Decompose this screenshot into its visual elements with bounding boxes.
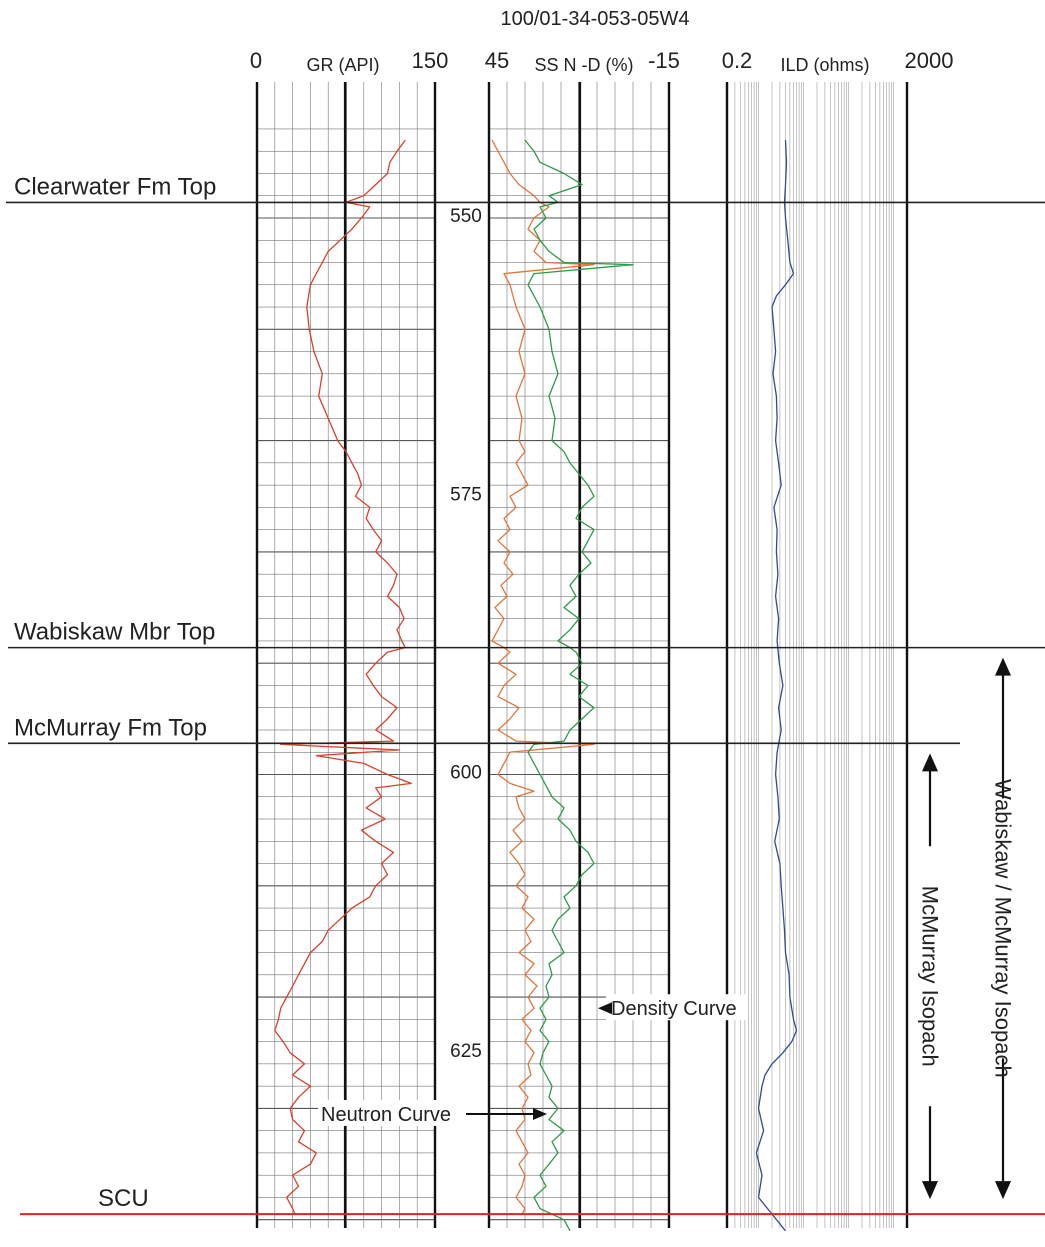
depth-label: 625	[450, 1041, 482, 1062]
annotation-arrowhead	[533, 1107, 547, 1120]
isopach-label: McMurray Isopach	[918, 886, 943, 1067]
depth-label-bg	[443, 482, 487, 505]
isopach-arrowhead	[922, 1181, 938, 1200]
log-curves	[274, 139, 798, 1232]
depth-labels: 550 575 600 625	[443, 204, 487, 1062]
annotation-label: Density Curve	[611, 998, 737, 1020]
curve-density	[524, 139, 634, 1232]
gr-track-label: GR (API)	[306, 55, 379, 75]
isopach-arrows: McMurray Isopach Wabiskaw / McMurray Isop…	[915, 657, 1018, 1200]
formation-top-label: McMurray Fm Top	[14, 714, 207, 741]
annotation-bg	[606, 994, 748, 1021]
annotation-label: Neutron Curve	[321, 1104, 451, 1126]
track-grid	[255, 82, 909, 1228]
formation-top-label: Clearwater Fm Top	[14, 173, 216, 200]
porosity-track-label: SS N -D (%)	[535, 55, 634, 75]
annotation-arrowhead	[598, 1002, 612, 1015]
depth-label: 550	[450, 206, 482, 227]
chart-title: 100/01-34-053-05W4	[500, 8, 689, 30]
curve-ild	[755, 140, 798, 1232]
isopach-label: Wabiskaw / McMurray Isopach	[991, 779, 1016, 1078]
annotation-bg	[318, 1099, 468, 1126]
isopach-label-bg	[915, 846, 945, 1107]
curve-annotations: Density Curve Neutron Curve	[318, 994, 748, 1126]
isopach-arrowhead	[995, 657, 1011, 676]
ild-track-label: ILD (ohms)	[780, 55, 869, 75]
isopach-label-bg	[988, 798, 1018, 1059]
curve-neutron	[491, 139, 595, 1215]
curve-gr	[274, 139, 412, 1215]
porosity-scale-left: 45	[485, 48, 509, 73]
gr-scale-max: 150	[412, 48, 449, 73]
isopach-arrowhead	[922, 753, 938, 772]
depth-label: 575	[450, 484, 482, 505]
depth-label-bg	[443, 1038, 487, 1061]
depth-label: 600	[450, 763, 482, 784]
formation-tops: Clearwater Fm Top Wabiskaw Mbr Top McMurra…	[6, 173, 1045, 1216]
ild-scale-min: 0.2	[722, 48, 753, 73]
porosity-scale-right: -15	[648, 48, 680, 73]
formation-top-label: Wabiskaw Mbr Top	[14, 619, 215, 646]
gr-scale-min: 0	[250, 48, 262, 73]
depth-label-bg	[443, 760, 487, 783]
ild-scale-max: 2000	[905, 48, 954, 73]
depth-label-bg	[443, 204, 487, 226]
formation-top-label: SCU	[98, 1185, 149, 1212]
isopach-arrowhead	[995, 1181, 1011, 1200]
